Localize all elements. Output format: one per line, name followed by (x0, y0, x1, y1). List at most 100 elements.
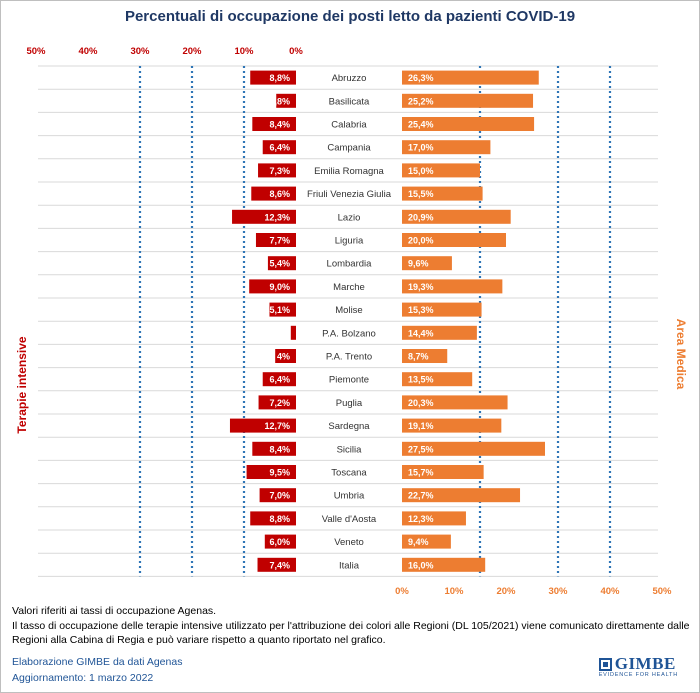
credit: Elaborazione GIMBE da dati Agenas Aggior… (12, 654, 182, 686)
bar-terapie-intensive (267, 256, 296, 271)
bar-terapie-intensive (264, 534, 296, 549)
left-tick-label: 50% (26, 46, 46, 57)
data-label-area-medica: 20,3% (408, 398, 434, 408)
bar-terapie-intensive (262, 140, 296, 155)
credit-source: Elaborazione GIMBE da dati Agenas (12, 656, 183, 668)
data-label-terapie-intensive: 4% (277, 352, 290, 362)
category-label: Veneto (334, 537, 364, 548)
bar-terapie-intensive (251, 186, 296, 201)
bar-area-medica (402, 70, 539, 85)
data-label-terapie-intensive: 7,7% (269, 236, 290, 246)
right-tick-label: 50% (652, 586, 672, 597)
data-label-area-medica: 15,0% (408, 166, 434, 176)
data-label-area-medica: 8,7% (408, 352, 429, 362)
note-line-2: Il tasso di occupazione delle terapie in… (12, 619, 690, 647)
category-label: Calabria (331, 120, 367, 131)
data-label-terapie-intensive: 12,3% (264, 212, 290, 222)
data-label-terapie-intensive: 6,4% (269, 375, 290, 385)
bar-terapie-intensive (252, 441, 296, 456)
data-label-area-medica: 12,3% (408, 514, 434, 524)
bar-area-medica (402, 349, 448, 363)
category-label: P.A. Trento (326, 352, 372, 363)
data-label-terapie-intensive: 3,8% (269, 96, 290, 106)
category-label: Lazio (338, 212, 361, 223)
right-tick-label: 10% (444, 586, 464, 597)
data-label-area-medica: 15,7% (408, 468, 434, 478)
data-label-terapie-intensive: 9,5% (269, 468, 290, 478)
bar-terapie-intensive (250, 511, 296, 526)
data-label-area-medica: 16,0% (408, 560, 434, 570)
bar-terapie-intensive (290, 325, 296, 340)
logo-name: GIMBE (614, 654, 676, 673)
bar-terapie-intensive (246, 465, 296, 479)
bar-area-medica (402, 441, 545, 456)
category-label: Molise (335, 305, 362, 316)
left-tick-label: 0% (289, 46, 303, 57)
data-label-terapie-intensive: 6,0% (269, 537, 290, 547)
bar-area-medica (402, 209, 511, 224)
bar-area-medica (402, 117, 535, 131)
grid-layer (38, 65, 658, 577)
left-tick-label: 10% (234, 46, 254, 57)
bar-area-medica (402, 279, 503, 294)
category-label: Friuli Venezia Giulia (307, 189, 392, 200)
data-label-area-medica: 15,3% (408, 305, 434, 315)
data-label-terapie-intensive: 8,8% (269, 73, 290, 83)
bar-area-medica (402, 534, 451, 549)
left-axis-label: Terapie intensive (15, 336, 29, 433)
bar-terapie-intensive (269, 302, 296, 317)
data-label-terapie-intensive: 6,4% (269, 143, 290, 153)
butterfly-bar-chart: 8,8% 26,3% 3,8% 25,2% 8,4% 25,4% 6,4% 17,0% 7,3%… (15, 46, 688, 597)
data-label-area-medica: 20,0% (408, 236, 434, 246)
category-label: Liguria (335, 236, 364, 247)
bar-layer: 8,8% 26,3% 3,8% 25,2% 8,4% 25,4% 6,4% 17,0% 7,3%… (229, 70, 545, 572)
right-tick-label: 30% (548, 586, 568, 597)
category-label: Basilicata (329, 96, 370, 107)
category-label: Emilia Romagna (314, 166, 384, 177)
data-label-area-medica: 19,3% (408, 282, 434, 292)
bar-area-medica (402, 140, 491, 155)
data-label-terapie-intensive: 12,7% (264, 421, 290, 431)
data-label-area-medica: 22,7% (408, 491, 434, 501)
category-layer: Abruzzo Basilicata Calabria Campania Emilia … (307, 73, 392, 571)
logo-mark-icon (598, 657, 612, 671)
threshold-layer (138, 66, 612, 577)
bar-terapie-intensive (255, 233, 296, 247)
bar-terapie-intensive (250, 70, 296, 85)
bar-terapie-intensive (249, 279, 296, 294)
tick-layer: 50% 40% 30% 20% 10% 0% 0% 10% 20% 30% 40% 50% (26, 46, 672, 597)
bar-area-medica (402, 418, 502, 433)
logo-tagline: EVIDENCE FOR HEALTH (598, 672, 678, 678)
right-tick-label: 0% (395, 586, 409, 597)
data-label-terapie-intensive: 7,0% (269, 491, 290, 501)
category-label: Campania (327, 143, 371, 154)
data-label-area-medica: 15,5% (408, 189, 434, 199)
category-label: Valle d'Aosta (322, 514, 377, 525)
right-axis-label: Area Medica (674, 319, 688, 390)
category-label: Piemonte (329, 375, 369, 386)
category-label: Lombardia (327, 259, 373, 270)
bar-area-medica (402, 488, 521, 503)
bar-terapie-intensive (259, 488, 296, 503)
bar-terapie-intensive (232, 209, 296, 224)
credit-update: Aggiornamento: 1 marzo 2022 (12, 672, 154, 684)
bar-area-medica (402, 372, 473, 387)
data-label-terapie-intensive: 7,3% (269, 166, 290, 176)
category-label: Toscana (331, 468, 367, 479)
category-label: Sicilia (337, 444, 363, 455)
data-label-area-medica: 9,4% (408, 537, 429, 547)
note-line-1: Valori riferiti ai tassi di occupazione … (12, 605, 217, 617)
data-label-area-medica: 17,0% (408, 143, 434, 153)
data-label-terapie-intensive: 1,0% (269, 328, 290, 338)
left-tick-label: 40% (78, 46, 98, 57)
bar-area-medica (402, 465, 484, 479)
data-label-terapie-intensive: 5,4% (269, 259, 290, 269)
category-label: P.A. Bolzano (322, 328, 376, 339)
left-tick-label: 20% (182, 46, 202, 57)
bar-area-medica (402, 395, 508, 410)
bar-area-medica (402, 511, 466, 526)
notes: Valori riferiti ai tassi di occupazione … (12, 604, 692, 648)
bar-area-medica (402, 557, 486, 572)
bar-terapie-intensive (258, 395, 296, 410)
category-label: Umbria (334, 491, 365, 502)
